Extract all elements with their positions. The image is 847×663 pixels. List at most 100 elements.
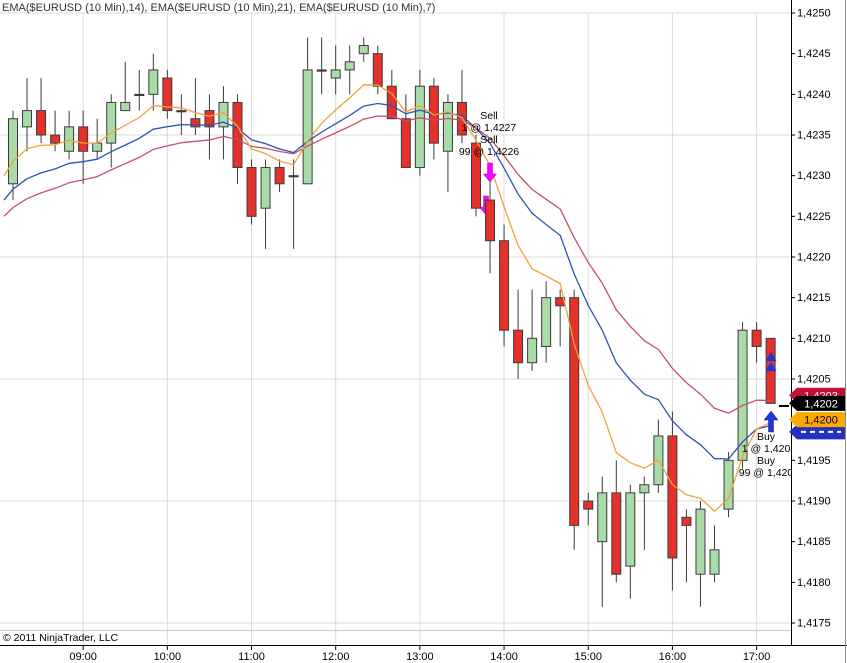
candle-body (485, 199, 496, 242)
candle-body (400, 118, 411, 169)
candle-body (190, 118, 201, 128)
price-tick-label: 1,4210 (797, 333, 831, 345)
buy-annotation-line: 99 @ 1,420 (739, 467, 794, 479)
candle-body (695, 508, 706, 575)
buy-annotation-line: 1 @ 1,420 (742, 443, 791, 455)
time-tick-label: 11:00 (238, 651, 265, 663)
candle-body (232, 101, 243, 169)
candle-body (527, 337, 538, 364)
buy-annotation-line: Buy (757, 455, 776, 467)
candle-body (8, 118, 18, 185)
ema-lines (3, 84, 771, 512)
sell-annotation-line: 1 @ 1,4227 (462, 122, 517, 134)
candle-body (246, 167, 257, 217)
price-marker (789, 424, 845, 440)
candle-body (681, 516, 692, 526)
price-tick-label: 1,4175 (797, 618, 831, 630)
candle-body (709, 549, 720, 575)
time-tick-label: 13:00 (406, 651, 434, 663)
candle-body (625, 492, 636, 567)
price-tick-label: 1,4180 (797, 577, 831, 589)
price-tick-label: 1,4250 (797, 8, 831, 20)
price-axis[interactable]: 1,4250 1,4245 1,4240 1,4235 1,4230 1,4225 1,42… (791, 0, 846, 663)
candle-body (106, 101, 117, 144)
candle-body (120, 101, 131, 112)
candle-body (330, 69, 341, 79)
candle-body (344, 61, 355, 71)
indicator-legend: EMA($EURUSD (10 Min),14), EMA($EURUSD (1… (2, 2, 435, 14)
time-tick-label: 10:00 (154, 651, 182, 663)
price-marker (789, 412, 845, 428)
price-tick-label: 1,4215 (797, 292, 831, 304)
candle-body (569, 297, 580, 526)
price-tick-label: 1,4225 (797, 211, 831, 223)
copyright-label: © 2011 NinjaTrader, LLC (3, 632, 119, 644)
time-tick-label: 12:00 (322, 651, 350, 663)
candle-body (541, 297, 552, 347)
candle-body (50, 134, 61, 144)
candle-body (499, 240, 510, 331)
candle-body (597, 492, 608, 543)
price-tick-label: 1,4230 (797, 170, 831, 182)
time-tick-label: 17:00 (743, 651, 771, 663)
front-arrows (482, 162, 789, 433)
sell-annotation-line: 99 @ 1,4226 (459, 146, 519, 158)
price-marker-label: 1,4200 (804, 415, 838, 427)
price-tick-label: 1,4190 (797, 496, 831, 508)
price-tick-label: 1,4235 (797, 130, 831, 142)
buy-fill-mark-icon (765, 352, 777, 361)
price-tick-label: 1,4240 (797, 89, 831, 101)
candle-body (583, 500, 594, 510)
price-tick-label: 1,4220 (797, 252, 831, 264)
candle-body (611, 492, 622, 575)
candle-body (442, 101, 453, 152)
ema-14-line (3, 102, 771, 460)
time-tick-label: 14:00 (490, 651, 518, 663)
candle-body (22, 110, 33, 128)
ema-21-line (3, 115, 771, 414)
buy-fill-mark-icon (765, 362, 777, 371)
candle-body (358, 45, 369, 55)
candle-body (470, 142, 481, 209)
time-tick-label: 16:00 (659, 651, 687, 663)
sell-arrow-icon (482, 162, 498, 183)
price-marker-label: 1,4202 (804, 398, 838, 410)
price-tick-label: 1,4205 (797, 374, 831, 386)
candle-body (316, 69, 327, 72)
candle-body (288, 175, 299, 178)
candle-body (148, 69, 159, 95)
candle-body (204, 110, 215, 128)
candle-body (667, 435, 678, 559)
candle-body (302, 69, 313, 185)
sell-annotation-line: Sell (480, 110, 498, 122)
price-marker (789, 395, 845, 411)
candle-body (64, 126, 75, 152)
buy-arrow-icon (763, 410, 779, 433)
price-tick-label: 1,4195 (797, 455, 831, 467)
candle-body (176, 110, 187, 113)
candle-body (274, 167, 285, 185)
candle-body (260, 167, 271, 209)
buy-annotation-line: Buy (757, 431, 776, 443)
candle-body (36, 110, 47, 136)
candle-body (513, 329, 524, 364)
candles (8, 37, 776, 607)
price-tick-label: 1,4185 (797, 536, 831, 548)
time-tick-label: 09:00 (69, 651, 97, 663)
time-axis[interactable]: 09:00 10:00 11:00 12:00 13:00 14:00 15:00 16:00… (0, 645, 847, 663)
candle-body (751, 329, 762, 347)
time-tick-label: 15:00 (574, 651, 602, 663)
price-tick-label: 1,4245 (797, 48, 831, 60)
candle-body (372, 53, 383, 87)
candle-body (162, 77, 173, 112)
candle-body (737, 329, 748, 461)
candle-body (639, 484, 650, 494)
candle-body (78, 126, 89, 152)
sell-annotation-line: Sell (480, 134, 498, 146)
candle-body (414, 85, 425, 169)
candle-body (386, 85, 397, 120)
